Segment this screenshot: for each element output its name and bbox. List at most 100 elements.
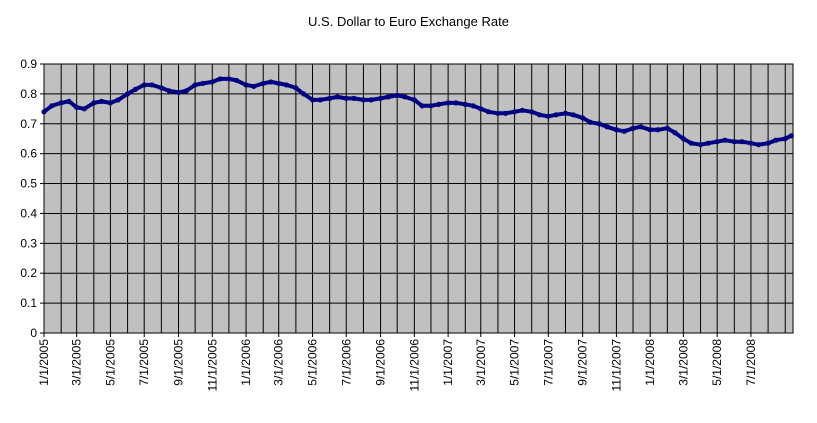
x-tick-label: 1/1/2007 [441, 339, 455, 386]
x-tick-label: 11/1/2006 [407, 339, 421, 392]
data-point [788, 133, 794, 139]
data-point [41, 109, 47, 115]
data-point [351, 95, 357, 101]
data-point [680, 136, 686, 142]
data-point [436, 101, 442, 107]
data-point [697, 142, 704, 148]
data-point [74, 104, 80, 110]
y-tick-label: 0.1 [20, 296, 37, 310]
data-point [183, 88, 189, 94]
data-point [260, 80, 266, 87]
data-point [91, 100, 97, 106]
data-point [529, 109, 535, 115]
data-point [124, 91, 131, 97]
data-point [647, 127, 653, 133]
y-tick-label: 0.8 [20, 87, 37, 101]
data-point [562, 110, 569, 116]
data-point [470, 103, 476, 109]
data-point [334, 94, 340, 100]
data-point [664, 125, 670, 131]
data-point [394, 92, 400, 98]
x-axis: 1/1/2005 3/1/2005 5/1/2005 7/1/2005 9/1/2005… [37, 333, 758, 392]
data-point [714, 139, 720, 145]
x-tick-label: 1/1/2005 [37, 339, 51, 386]
data-point [705, 140, 711, 146]
y-tick-label: 0 [30, 326, 37, 340]
x-tick-label: 3/1/2006 [272, 339, 286, 386]
x-tick-label: 3/1/2008 [676, 339, 690, 386]
data-point [596, 121, 602, 127]
data-point [385, 94, 391, 100]
data-point [368, 97, 374, 103]
y-tick-label: 0.7 [20, 117, 37, 131]
data-point [166, 88, 172, 94]
data-point [613, 127, 620, 133]
data-point [453, 100, 459, 106]
data-point [276, 80, 282, 87]
y-tick-label: 0.9 [20, 57, 37, 71]
x-tick-label: 1/1/2006 [239, 339, 253, 386]
data-point [604, 124, 610, 130]
data-point [672, 130, 678, 136]
data-point [115, 97, 121, 103]
data-point [234, 77, 240, 84]
data-point [49, 103, 55, 109]
data-point [630, 125, 636, 131]
data-point [519, 107, 525, 113]
gridlines [43, 63, 793, 334]
data-point [428, 103, 434, 109]
data-point [731, 139, 737, 145]
x-tick-label: 5/1/2007 [508, 339, 522, 386]
data-point [536, 112, 543, 118]
x-tick-label: 7/1/2008 [744, 339, 758, 386]
data-point [243, 82, 249, 88]
data-point [688, 140, 694, 146]
y-axis: 0 0.1 0.2 0.3 0.4 0.5 0.6 0.7 0.8 0.9 [20, 57, 44, 340]
x-tick-label: 3/1/2005 [70, 339, 84, 386]
x-tick-label: 5/1/2006 [305, 339, 319, 386]
data-point [283, 82, 290, 88]
data-point [495, 110, 501, 116]
data-point [58, 100, 64, 106]
data-point [402, 94, 408, 100]
data-point [580, 115, 586, 121]
data-point [419, 103, 425, 109]
data-point [553, 112, 559, 118]
data-point [309, 97, 316, 103]
data-point [773, 137, 779, 143]
data-point [192, 82, 198, 88]
data-point [462, 101, 468, 107]
x-tick-label: 9/1/2005 [172, 339, 186, 386]
data-point [200, 80, 206, 87]
data-point [655, 127, 661, 133]
y-tick-label: 0.3 [20, 236, 37, 250]
y-tick-label: 0.2 [20, 266, 37, 280]
data-point [587, 119, 593, 125]
x-tick-label: 9/1/2007 [576, 339, 590, 386]
data-point [570, 112, 576, 118]
data-point [217, 76, 223, 82]
series-group [41, 76, 794, 148]
data-point [511, 109, 518, 115]
data-point [141, 82, 147, 88]
data-point [301, 91, 307, 97]
x-tick-label: 5/1/2005 [103, 339, 117, 386]
data-point [756, 142, 762, 148]
data-point [445, 100, 451, 106]
data-point [293, 85, 299, 91]
data-point [485, 109, 492, 115]
y-tick-label: 0.4 [20, 206, 37, 220]
data-point [149, 82, 155, 88]
data-point [132, 86, 138, 93]
data-point [545, 113, 551, 119]
data-point [158, 85, 164, 91]
data-point [327, 95, 333, 101]
data-point [251, 83, 257, 90]
data-point [478, 106, 484, 112]
x-tick-label: 5/1/2008 [710, 339, 724, 386]
data-point [81, 106, 88, 112]
x-tick-label: 3/1/2007 [474, 339, 488, 386]
data-point [748, 140, 754, 146]
chart-title: U.S. Dollar to Euro Exchange Rate [308, 14, 509, 29]
